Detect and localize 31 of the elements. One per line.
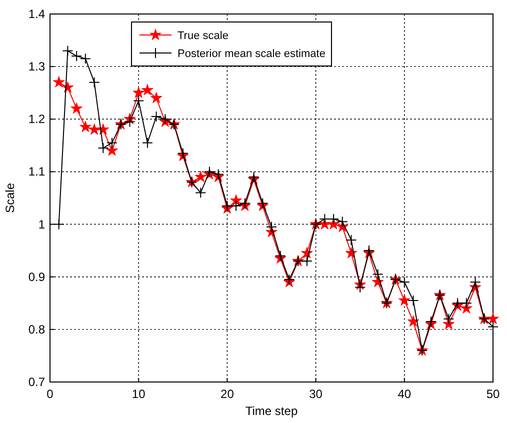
y-tick-label: 0.9 <box>28 270 46 284</box>
x-tick-label: 0 <box>46 387 54 401</box>
y-tick-label: 1 <box>38 217 46 232</box>
point <box>150 92 162 104</box>
point <box>70 102 83 114</box>
x-tick-label: 50 <box>486 387 500 401</box>
point <box>80 120 92 132</box>
point <box>52 76 65 88</box>
point <box>194 170 207 182</box>
legend-label: Posterior mean scale estimate <box>178 48 326 60</box>
legend-label: True scale <box>178 30 228 42</box>
point <box>487 312 499 324</box>
point <box>407 315 420 327</box>
x-tick-label: 40 <box>398 387 412 401</box>
y-axis-title: Scale <box>3 182 17 214</box>
point <box>142 84 154 96</box>
y-tick-label: 1.1 <box>28 164 46 179</box>
x-tick-label: 30 <box>309 387 323 401</box>
point <box>106 144 118 156</box>
x-tick-label: 10 <box>132 387 146 401</box>
point <box>345 246 358 258</box>
y-tick-label: 0.8 <box>28 322 46 336</box>
x-axis-title: Time step <box>245 404 298 418</box>
y-tick-label: 1.3 <box>28 60 46 74</box>
point <box>88 123 100 135</box>
y-tick-label: 0.7 <box>28 375 46 389</box>
y-tick-label: 1.4 <box>28 7 46 21</box>
point <box>132 86 145 98</box>
point <box>398 294 410 306</box>
y-tick-label: 1.2 <box>28 112 46 126</box>
x-tick-label: 20 <box>220 387 234 401</box>
